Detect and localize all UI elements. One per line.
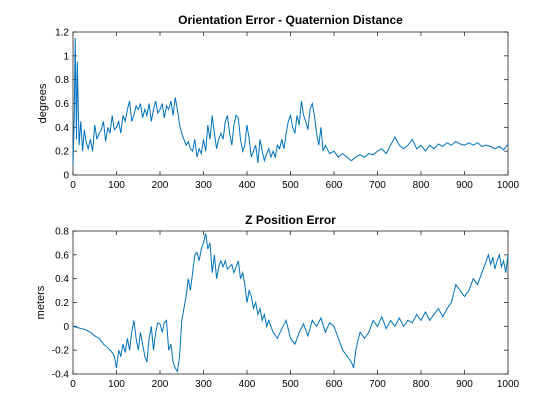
orientation-error-x-tick-label: 700 (369, 180, 386, 191)
orientation-error-title: Orientation Error - Quaternion Distance (178, 13, 403, 27)
orientation-error-y-tick-label: 0 (63, 171, 69, 182)
z-position-error-ylabel: meters (35, 285, 47, 319)
z-position-error-x-tick-label: 700 (369, 379, 386, 390)
orientation-error-ticks: 0 100 200 300 400 500 600 700 800 900 1000 0 0.2 0.4 0… (55, 28, 519, 192)
orientation-error-y-tick-label: 0.4 (55, 123, 69, 134)
z-position-error-y-tick-label: 0.2 (55, 298, 69, 309)
z-position-error-y-tick-label: -0.4 (52, 370, 70, 381)
z-position-error-x-tick-label: 500 (282, 379, 299, 390)
z-position-error-axes: 0 100 200 300 400 500 600 700 800 900 1000 -0.4 -0.2… (35, 213, 520, 390)
z-position-error-ticks: 0 100 200 300 400 500 600 700 800 900 1000 -0.4 -0.2… (52, 227, 520, 391)
orientation-error-ylabel: degrees (37, 83, 49, 123)
z-position-error-x-tick-label: 0 (70, 379, 76, 390)
z-position-error-y-tick-label: -0.2 (52, 346, 70, 357)
z-position-error-x-tick-label: 100 (108, 379, 125, 390)
z-position-error-x-tick-label: 400 (239, 379, 256, 390)
orientation-error-plot-area (72, 31, 509, 176)
z-position-error-x-tick-label: 200 (152, 379, 169, 390)
z-position-error-plot-area (72, 230, 509, 375)
z-position-error-x-tick-label: 600 (326, 379, 343, 390)
orientation-error-x-tick-label: 600 (326, 180, 343, 191)
orientation-error-y-tick-label: 0.2 (55, 147, 69, 158)
z-position-error-y-tick-label: 0 (63, 322, 69, 333)
z-position-error-x-tick-label: 800 (413, 379, 430, 390)
orientation-error-x-tick-label: 900 (456, 180, 473, 191)
z-position-error-line (72, 233, 509, 374)
z-position-error-title: Z Position Error (245, 213, 336, 227)
orientation-error-x-tick-label: 100 (108, 180, 125, 191)
orientation-error-x-tick-label: 200 (152, 180, 169, 191)
orientation-error-x-tick-label: 500 (282, 180, 299, 191)
orientation-error-y-tick-label: 1.2 (55, 28, 69, 39)
orientation-error-x-tick-label: 1000 (497, 180, 520, 191)
orientation-error-line (72, 37, 509, 166)
z-position-error-x-tick-label: 900 (456, 379, 473, 390)
orientation-error-x-tick-label: 0 (70, 180, 76, 191)
z-position-error-y-tick-label: 0.6 (55, 250, 69, 261)
z-position-error-x-tick-label: 1000 (497, 379, 520, 390)
orientation-error-x-tick-label: 400 (239, 180, 256, 191)
orientation-error-x-tick-label: 300 (195, 180, 212, 191)
orientation-error-y-tick-label: 1 (63, 51, 69, 62)
orientation-error-y-tick-label: 0.6 (55, 99, 69, 110)
orientation-error-axes: 0 100 200 300 400 500 600 700 800 900 1000 0 0.2 0.4 0… (37, 13, 520, 191)
z-position-error-y-tick-label: 0.8 (55, 227, 69, 238)
z-position-error-y-tick-label: 0.4 (55, 274, 69, 285)
z-position-error-x-tick-label: 300 (195, 379, 212, 390)
orientation-error-y-tick-label: 0.8 (55, 75, 69, 86)
orientation-error-x-tick-label: 800 (413, 180, 430, 191)
